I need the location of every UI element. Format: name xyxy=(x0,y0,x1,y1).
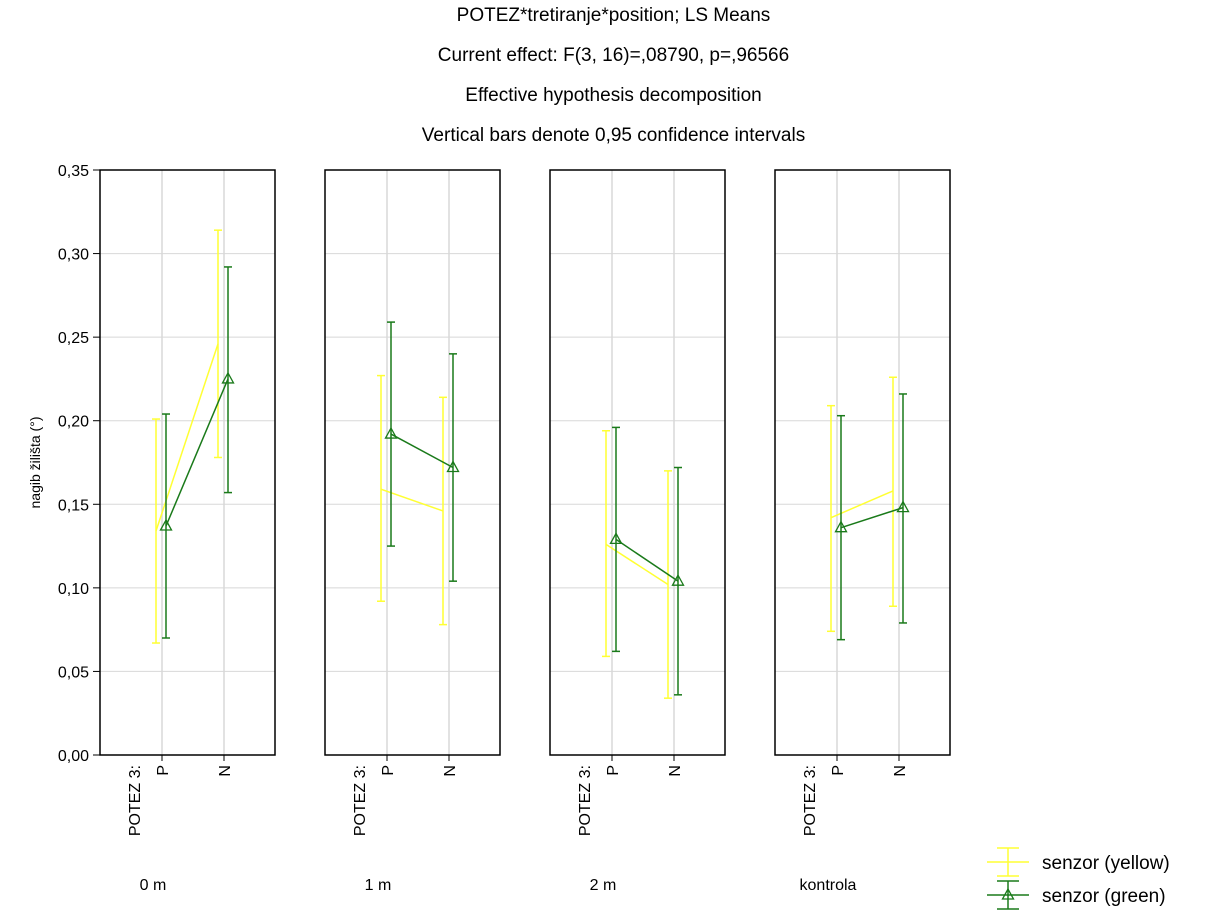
x-tick-label: N xyxy=(442,765,459,777)
legend-label: senzor (green) xyxy=(1042,886,1166,907)
panel-label: 0 m xyxy=(140,877,167,894)
series-line-green xyxy=(165,378,229,527)
x-tick-label: N xyxy=(217,765,234,777)
x-tick-label: N xyxy=(892,765,909,777)
panel-label: 2 m xyxy=(590,877,617,894)
panel-frame xyxy=(774,169,951,756)
panel-label: kontrola xyxy=(800,877,857,894)
x-factor-label: POTEZ 3: xyxy=(352,765,369,836)
panel-1: P N POTEZ 3: 1 m xyxy=(324,169,501,894)
legend: senzor (yellow) senzor (green) xyxy=(987,847,1170,910)
panel-frame xyxy=(549,169,726,756)
panel-label: 1 m xyxy=(365,877,392,894)
legend-marker-triangle xyxy=(1001,887,1015,900)
x-tick-label: P xyxy=(380,765,397,776)
y-tick-label: 0,05 xyxy=(58,664,89,681)
panel-2: P N POTEZ 3: 2 m xyxy=(549,169,726,894)
x-factor-label: POTEZ 3: xyxy=(802,765,819,836)
x-tick-label: P xyxy=(830,765,847,776)
panel-frame xyxy=(99,169,276,756)
point-marker-triangle xyxy=(609,532,623,545)
x-factor-label: POTEZ 3: xyxy=(577,765,594,836)
y-tick-label: 0,35 xyxy=(58,163,89,180)
x-tick-label: P xyxy=(155,765,172,776)
point-marker-triangle xyxy=(221,371,235,384)
point-marker-triangle xyxy=(446,460,460,473)
chart-title: POTEZ*tretiranje*position; LS Means xyxy=(456,5,771,26)
chart-subtitle-effect: Current effect: F(3, 16)=,08790, p=,9656… xyxy=(437,45,790,66)
chart-subtitle-decomposition: Effective hypothesis decomposition xyxy=(465,85,762,106)
y-tick-label: 0,00 xyxy=(58,748,89,765)
point-marker-triangle xyxy=(159,518,173,531)
x-tick-label: P xyxy=(605,765,622,776)
legend-label: senzor (yellow) xyxy=(1042,853,1170,874)
series-line-green xyxy=(615,538,679,582)
point-marker-triangle xyxy=(896,500,910,513)
y-tick-label: 0,25 xyxy=(58,330,89,347)
point-marker-triangle xyxy=(384,426,398,439)
series-line-green xyxy=(390,433,454,469)
point-marker-triangle xyxy=(671,573,685,586)
series-line-green xyxy=(840,506,904,529)
y-tick-label: 0,10 xyxy=(58,581,89,598)
panel-0: P N POTEZ 3: 0 m xyxy=(99,169,276,894)
y-tick-label: 0,20 xyxy=(58,414,89,431)
y-axis-label: nagib žilišta (°) xyxy=(27,417,43,509)
x-factor-label: POTEZ 3: xyxy=(127,765,144,836)
point-marker-triangle xyxy=(834,520,848,533)
panel-frame xyxy=(324,169,501,756)
y-tick-label: 0,15 xyxy=(58,497,89,514)
y-tick-label: 0,30 xyxy=(58,247,89,264)
panel-3: P N POTEZ 3: kontrola xyxy=(774,169,951,894)
x-tick-label: N xyxy=(667,765,684,777)
chart-subtitle-confidence: Vertical bars denote 0,95 confidence int… xyxy=(421,125,806,146)
